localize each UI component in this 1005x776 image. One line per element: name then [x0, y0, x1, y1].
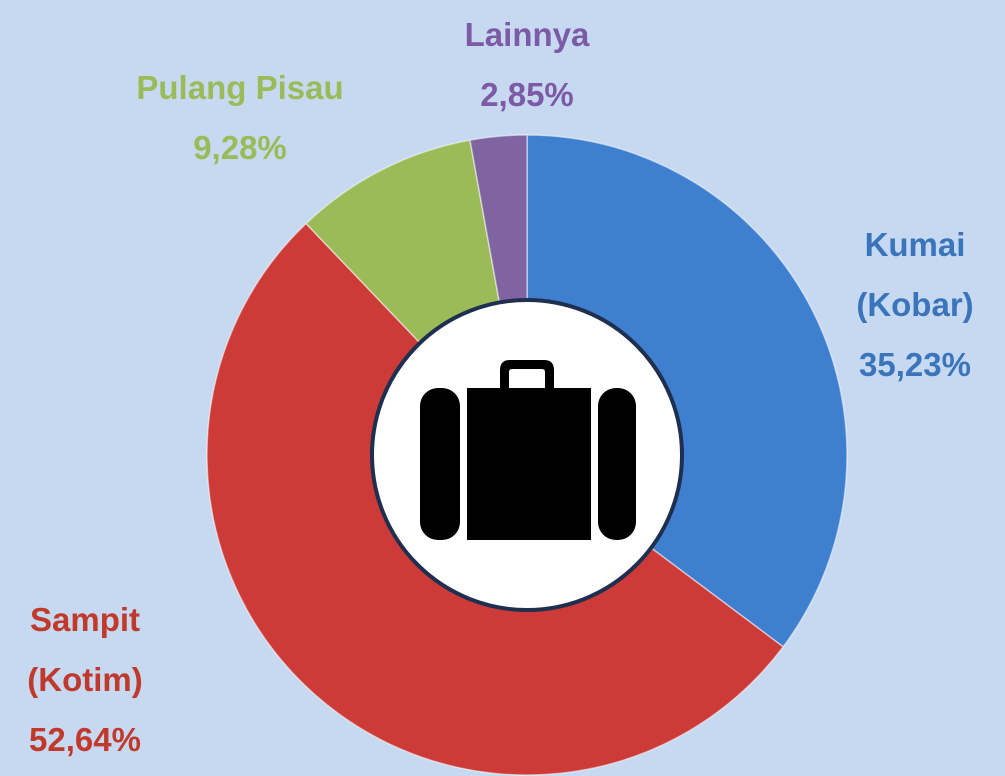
value-label: 9,28% — [193, 129, 287, 166]
slice-label: Lainnya 2,85% — [400, 5, 654, 125]
value-label: 2,85% — [480, 76, 574, 113]
category-name: Lainnya — [464, 16, 590, 53]
suitcase-icon — [420, 360, 636, 540]
slice — [526, 134, 848, 648]
slice-label: Pulang Pisau 9,28% — [90, 58, 390, 178]
slice-label: Sampit (Kotim) 52,64% — [0, 590, 170, 770]
category-name: Kumai (Kobar) — [856, 226, 974, 323]
value-label: 35,23% — [859, 346, 971, 383]
value-label: 52,64% — [29, 721, 141, 758]
category-name: Sampit (Kotim) — [27, 601, 143, 698]
slice-label: Kumai (Kobar) 35,23% — [840, 215, 990, 395]
category-name: Pulang Pisau — [136, 69, 344, 106]
